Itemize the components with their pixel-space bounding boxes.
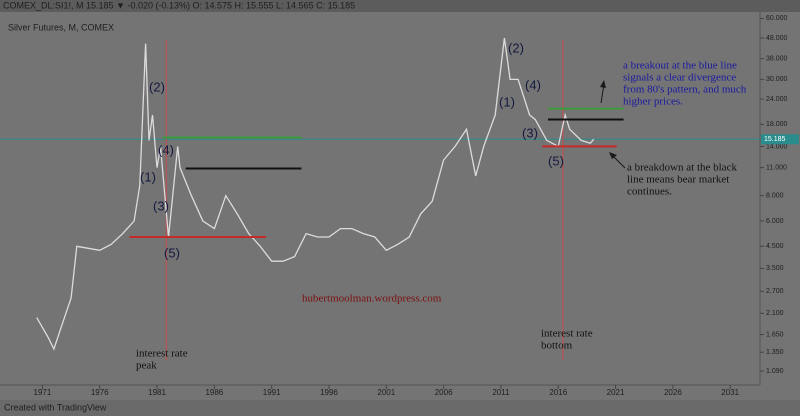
wave-label: (4) xyxy=(525,77,541,92)
wave-label: (3) xyxy=(153,198,169,213)
arrowhead xyxy=(609,152,617,159)
annotation: signals a clear divergence xyxy=(623,72,736,84)
x-tick-label: 1996 xyxy=(320,388,338,397)
x-tick-label: 1971 xyxy=(34,388,52,397)
annotation: peak xyxy=(136,360,157,372)
annotation: interest rate xyxy=(541,328,593,340)
y-tick-label: 30.000 xyxy=(766,76,788,83)
last-price-box xyxy=(761,134,799,145)
wave-label: (1) xyxy=(499,94,515,109)
y-tick-label: 4.500 xyxy=(766,243,784,250)
y-tick-label: 24.000 xyxy=(766,96,788,103)
annotation: continues. xyxy=(627,186,672,198)
x-tick-label: 1976 xyxy=(91,388,109,397)
y-tick-label: 8.000 xyxy=(766,193,784,200)
last-price-label: 15.185 xyxy=(764,136,786,143)
x-tick-label: 2011 xyxy=(492,388,510,397)
y-tick-label: 60.000 xyxy=(766,15,788,22)
wave-label: (4) xyxy=(158,142,174,157)
x-tick-label: 2006 xyxy=(435,388,453,397)
annotation: line means bear market xyxy=(627,174,729,186)
annotation: from 80's pattern, and much xyxy=(623,84,747,96)
y-tick-label: 1.090 xyxy=(766,368,784,375)
y-tick-label: 6.000 xyxy=(766,218,784,225)
y-tick-label: 11.000 xyxy=(766,164,787,171)
x-tick-label: 2001 xyxy=(377,388,395,397)
y-tick-label: 48.000 xyxy=(766,35,788,42)
y-tick-label: 3.500 xyxy=(766,265,784,272)
arrowhead xyxy=(600,80,606,88)
price-line xyxy=(36,37,595,351)
x-tick-label: 1981 xyxy=(148,388,166,397)
wave-label: (2) xyxy=(508,40,524,55)
wave-label: (5) xyxy=(548,153,564,168)
annotation: a breakout at the blue line xyxy=(623,60,737,72)
y-tick-label: 1.650 xyxy=(766,331,784,338)
x-tick-label: 1991 xyxy=(263,388,281,397)
y-tick-label: 18.000 xyxy=(766,121,788,128)
x-tick-label: 1986 xyxy=(205,388,223,397)
x-tick-label: 2031 xyxy=(721,388,739,397)
wave-label: (2) xyxy=(149,79,165,94)
x-tick-label: 2021 xyxy=(607,388,625,397)
x-tick-label: 2016 xyxy=(549,388,567,397)
subtitle: Silver Futures, M, COMEX xyxy=(8,22,114,32)
footer-bar xyxy=(0,400,800,416)
y-tick-label: 2.700 xyxy=(766,288,784,295)
header-bar xyxy=(0,0,800,12)
annotation: a breakdown at the black xyxy=(627,162,737,174)
watermark: hubertmoolman.wordpress.com xyxy=(302,293,442,305)
y-tick-label: 2.100 xyxy=(766,310,784,317)
header-title: COMEX_DL:SI1!, M 15.185 ▼ -0.020 (-0.13%… xyxy=(3,0,355,10)
y-tick-label: 14.000 xyxy=(766,143,788,150)
annotation: higher prices. xyxy=(623,96,683,108)
wave-label: (1) xyxy=(140,169,156,184)
y-tick-label: 38.000 xyxy=(766,55,788,62)
annotation: interest rate xyxy=(136,348,188,360)
footer: Created with TradingView xyxy=(4,402,107,412)
annotation: bottom xyxy=(541,340,573,352)
wave-label: (3) xyxy=(522,125,538,140)
x-tick-label: 2026 xyxy=(664,388,682,397)
y-tick-label: 1.350 xyxy=(766,349,784,356)
wave-label: (5) xyxy=(164,245,180,260)
